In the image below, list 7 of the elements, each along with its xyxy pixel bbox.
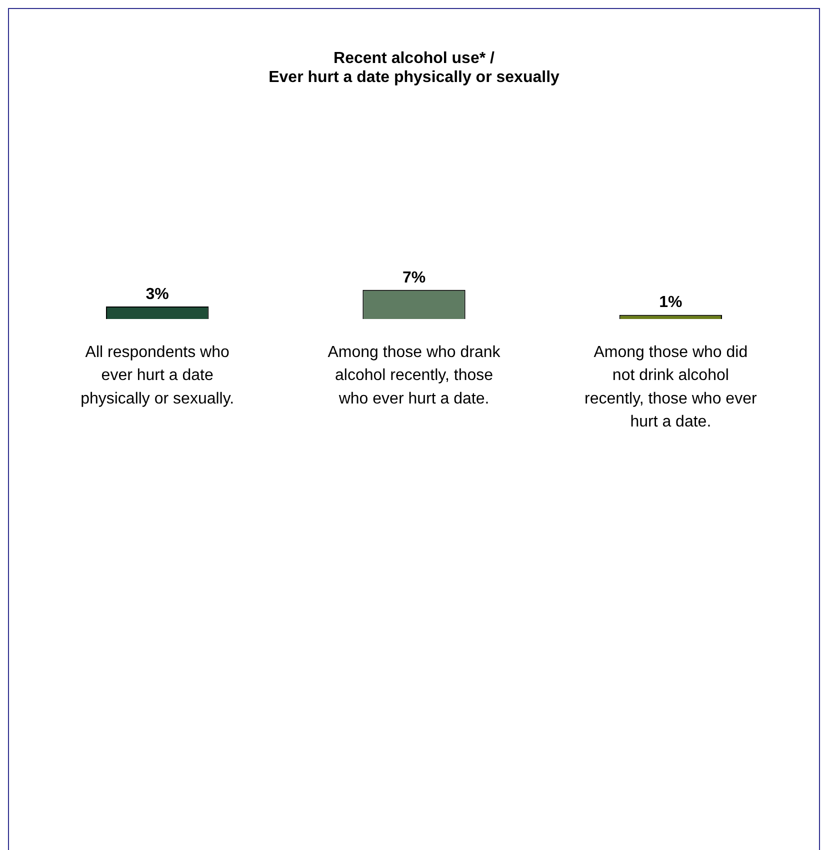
chart-title: Recent alcohol use* / Ever hurt a date physically or sexually <box>268 50 560 86</box>
data-label: 1% <box>659 294 682 312</box>
x-tick-label: Among those who drank alcohol recently, those who ever hurt a date. <box>328 344 502 408</box>
data-label: 3% <box>146 286 169 303</box>
x-tick-label: Among those who did not drink alcohol recently, those who ever hurt a date. <box>584 344 758 431</box>
data-label: 7% <box>402 269 426 286</box>
x-tick-label: All respondents who ever hurt a date physically or sexually. <box>80 344 234 408</box>
